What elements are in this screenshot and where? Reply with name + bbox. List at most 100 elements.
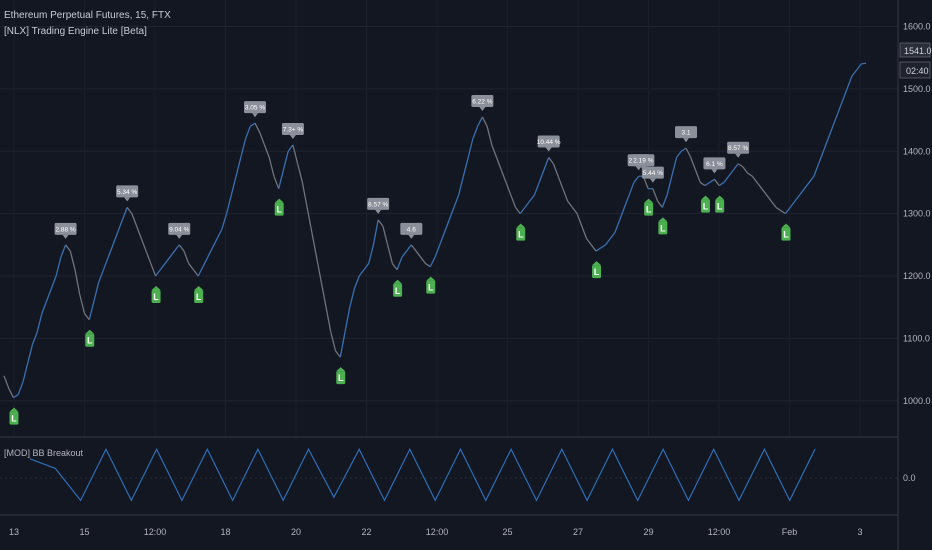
price-segment (775, 206, 782, 212)
long-signal-label: L (196, 292, 202, 302)
price-segment (13, 394, 19, 399)
price-segment (723, 175, 730, 183)
price-segment (538, 169, 545, 183)
profit-label-box (400, 222, 423, 235)
oscillator-zero-label: 0.0 (903, 473, 916, 483)
price-segment (481, 116, 488, 127)
long-signal-marker (644, 202, 654, 216)
profit-label-text: 7.3+ % (283, 127, 304, 134)
price-segment (680, 147, 687, 152)
price-segment (202, 257, 209, 267)
price-segment (747, 172, 753, 177)
profit-label-text: 10.44 % (537, 139, 561, 146)
price-segment (3, 375, 10, 389)
price-segment (31, 331, 38, 345)
profit-label-pointer (408, 234, 415, 239)
last-price-value: 1541.0 (904, 46, 932, 56)
price-segment (150, 263, 157, 277)
price-axis[interactable]: 1600.0 1500.0 1400.0 1300.0 1200.0 1100.0 1000… (903, 21, 931, 405)
price-segment (391, 263, 398, 271)
price-segment (628, 182, 635, 196)
price-segment (571, 207, 578, 215)
long-signal-label: L (338, 373, 344, 383)
price-segment (311, 232, 318, 258)
profit-labels: 2.88 % 5.34 % 9.04 % 3.05 % 7.3+ % 8.57 % 4.6 6… (54, 94, 750, 239)
long-signal-marker (9, 411, 19, 425)
price-segment (188, 263, 194, 271)
long-signal-marker (194, 290, 204, 304)
price-segment (699, 181, 706, 187)
price-segment (495, 157, 502, 171)
price-segment (448, 207, 455, 221)
profit-label-text: 5.44 % (643, 170, 663, 177)
x-tick-label: 3 (857, 527, 862, 537)
oscillator-line (29, 447, 816, 502)
profit-label-box (675, 126, 698, 139)
price-segment (524, 200, 531, 208)
price-segment (164, 256, 171, 264)
profit-label-text: 4.6 (407, 226, 416, 233)
long-signal-arrow (85, 329, 95, 334)
long-signal-arrow (715, 195, 725, 200)
price-segment (623, 194, 630, 208)
price-segment (140, 238, 147, 252)
long-signal-marker (85, 333, 95, 347)
price-segment (813, 163, 820, 177)
price-segment (145, 250, 152, 264)
long-signal-arrow (592, 261, 602, 266)
price-segment (694, 169, 701, 183)
price-segment (472, 126, 479, 140)
price-segment (88, 300, 95, 320)
price-segment (543, 157, 550, 171)
x-tick-label: 18 (220, 527, 230, 537)
time-axis[interactable]: 13 15 12:00 18 20 22 12:00 25 27 29 12:00 Feb 3 (9, 527, 863, 537)
price-segment (240, 138, 247, 158)
price-segment (784, 207, 791, 215)
price-segment (434, 244, 441, 258)
price-segment (65, 244, 71, 252)
profit-label-box (632, 154, 655, 167)
price-segment (183, 250, 190, 264)
profit-label-text: 3.1 (681, 130, 690, 137)
long-signal-arrow (393, 279, 403, 284)
price-segment (562, 188, 569, 202)
long-signal-label: L (11, 414, 17, 424)
price-segment (207, 247, 213, 258)
price-segment (406, 244, 412, 252)
profit-label-text: 9.04 % (169, 226, 189, 233)
price-segment (808, 175, 815, 183)
price-segment (581, 225, 588, 239)
price-segment (382, 225, 389, 245)
indicator-title[interactable]: [NLX] Trading Engine Lite [Beta] (4, 26, 147, 37)
long-signal-label: L (594, 267, 600, 277)
profit-label-text: 8.57 % (368, 201, 388, 208)
y-tick-label: 1300.0 (903, 209, 931, 219)
profit-label-pointer (479, 106, 486, 111)
price-segment (751, 175, 758, 183)
symbol-title[interactable]: Ethereum Perpetual Futures, 15, FTX (4, 10, 171, 21)
price-segment (112, 232, 119, 246)
price-segment (107, 244, 114, 258)
sub-indicator-title[interactable]: [MOD] BB Breakout (4, 448, 84, 458)
x-tick-label: 12:00 (144, 527, 167, 537)
price-segment (846, 76, 853, 90)
price-segment (17, 381, 24, 395)
price-segment (173, 244, 180, 252)
price-segment (320, 282, 327, 308)
grid (0, 25, 898, 402)
price-segment (510, 194, 517, 208)
price-segment (709, 178, 715, 183)
price-segment (22, 363, 29, 383)
price-segment (666, 176, 673, 196)
price-segment (8, 388, 15, 398)
price-segment (486, 126, 493, 146)
long-signal-marker (592, 265, 602, 279)
price-segment (595, 247, 602, 252)
price-segment (676, 150, 682, 158)
price-segment (93, 282, 100, 302)
price-segment (297, 163, 304, 183)
long-signal-arrow (658, 217, 668, 222)
price-segment (83, 313, 90, 321)
profit-label-box (537, 135, 560, 148)
price-segment (586, 238, 592, 246)
